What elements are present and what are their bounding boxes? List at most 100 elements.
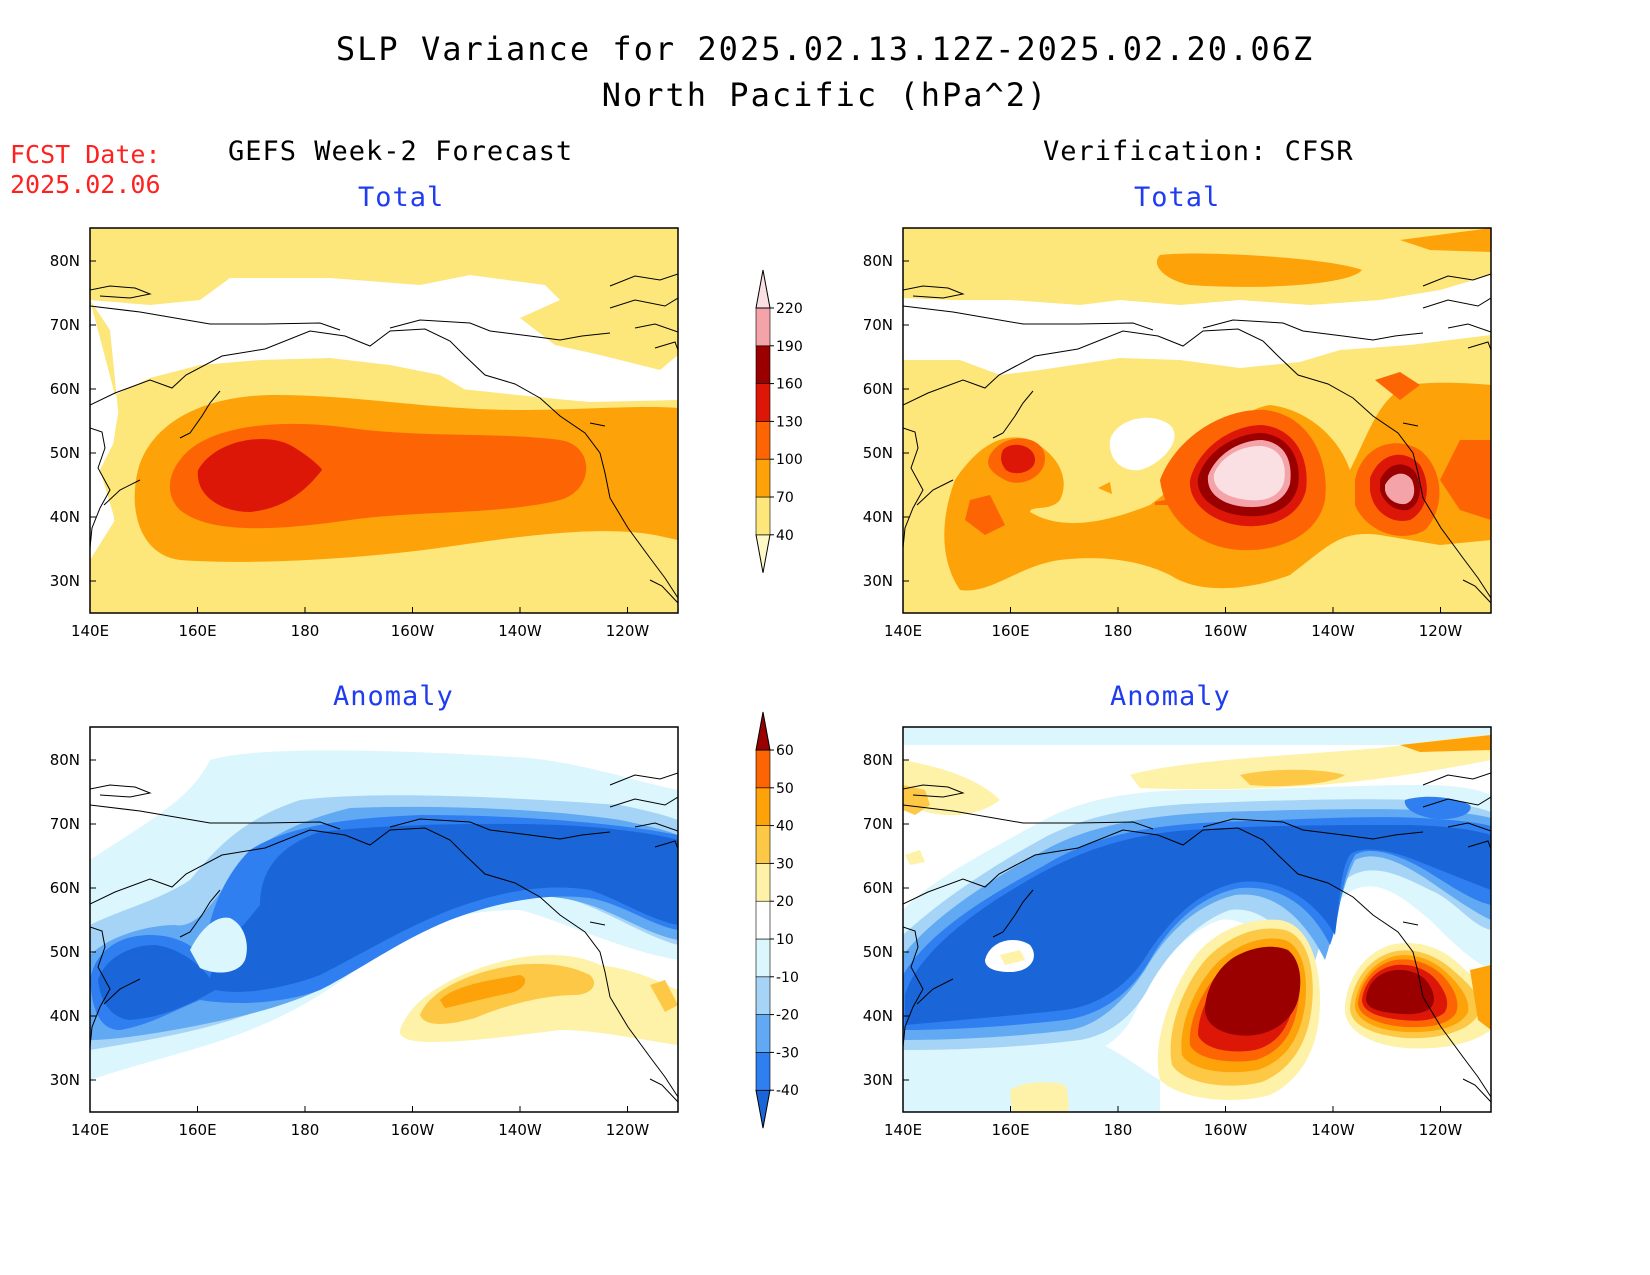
colorbar-label: 40: [776, 528, 794, 544]
cfsr-total-panel: [902, 227, 1492, 614]
y-tick-label: 40N: [863, 508, 893, 526]
y-tick-label: 50N: [863, 444, 893, 462]
gefs-anomaly-panel: [89, 726, 679, 1113]
colorbar-label: 60: [776, 743, 794, 759]
colorbar-label: 40: [776, 819, 794, 835]
colorbar-swatch: [755, 1052, 771, 1091]
colorbar-swatch: [755, 345, 771, 384]
x-tick-label: 160E: [991, 622, 1029, 640]
colorbar-swatch: [755, 496, 771, 536]
colorbar-label: -30: [776, 1045, 799, 1061]
axes-layer: 140E 160E 180 160W 140W 120W 30N 40N 50N 60N 70N 80…: [50, 252, 1463, 1139]
y-tick-label: 30N: [863, 572, 893, 590]
colorbar-label: -10: [776, 970, 799, 986]
x-tick-label: 140W: [1311, 622, 1355, 640]
cfsr-anomaly-panel: [902, 726, 1492, 1113]
y-tick-label: 30N: [50, 1071, 80, 1089]
colorbar-swatch: [755, 307, 771, 347]
x-tick-label: 160W: [391, 1121, 435, 1139]
colorbar-swatch: [755, 900, 771, 940]
colorbar-label: 20: [776, 894, 794, 910]
y-tick-label: 60N: [863, 380, 893, 398]
x-tick-label: 180: [1104, 1121, 1133, 1139]
colorbar-label: 220: [776, 301, 803, 317]
x-tick-label: 140W: [498, 1121, 542, 1139]
colorbar-label: 130: [776, 414, 803, 430]
panel-axes: 140E 160E 180 160W 140W 120W 30N 40N 50N 60N 70N 80…: [50, 252, 650, 640]
x-tick-label: 140E: [884, 1121, 922, 1139]
colorbar-swatch: [755, 383, 771, 422]
y-tick-label: 40N: [50, 1007, 80, 1025]
colorbar-swatch: [755, 421, 771, 460]
colorbar-total: 40 70 100 130 160 190 220: [755, 269, 803, 573]
colorbar-swatch: [755, 976, 771, 1015]
colorbar-min-arrow: [755, 534, 771, 573]
y-tick-label: 70N: [863, 316, 893, 334]
main-title: SLP Variance for 2025.02.13.12Z-2025.02.…: [335, 30, 1315, 68]
colorbar-swatch: [755, 787, 771, 826]
fcst-date-label: FCST Date:: [10, 140, 161, 169]
x-tick-label: 160W: [1204, 622, 1248, 640]
x-tick-label: 140E: [71, 1121, 109, 1139]
x-tick-label: 140W: [498, 622, 542, 640]
cfsr-anomaly-field: [903, 727, 1491, 1112]
y-tick-label: 80N: [50, 252, 80, 270]
y-tick-label: 40N: [863, 1007, 893, 1025]
colorbar-label: -20: [776, 1008, 799, 1024]
y-tick-label: 30N: [863, 1071, 893, 1089]
y-tick-label: 80N: [50, 751, 80, 769]
y-tick-label: 60N: [50, 879, 80, 897]
colorbar-max-arrow: [755, 711, 771, 751]
x-tick-label: 160W: [1204, 1121, 1248, 1139]
y-tick-label: 40N: [50, 508, 80, 526]
colorbar-swatch: [755, 863, 771, 902]
y-tick-label: 70N: [50, 815, 80, 833]
x-tick-label: 160E: [178, 622, 216, 640]
y-tick-label: 50N: [50, 943, 80, 961]
x-tick-label: 180: [291, 622, 320, 640]
cfsr-total-field: [903, 228, 1491, 613]
gefs-total-panel: [89, 227, 679, 614]
x-tick-label: 160E: [991, 1121, 1029, 1139]
x-tick-label: 120W: [606, 622, 650, 640]
colorbar-swatch: [755, 458, 771, 498]
colorbar-swatch: [755, 825, 771, 864]
colorbar-label: 190: [776, 339, 803, 355]
panel-title-gefs-anomaly: Anomaly: [333, 681, 454, 712]
column-title-gefs: GEFS Week-2 Forecast: [228, 136, 574, 167]
colorbar-swatch: [755, 1014, 771, 1053]
x-tick-label: 140E: [71, 622, 109, 640]
x-tick-label: 120W: [606, 1121, 650, 1139]
y-tick-label: 80N: [863, 751, 893, 769]
panel-title-cfsr-anomaly: Anomaly: [1110, 681, 1231, 712]
panel-axes: 140E 160E 180 160W 140W 120W 30N 40N 50N 60N 70N 80…: [863, 751, 1463, 1139]
colorbar-label: 70: [776, 490, 794, 506]
x-tick-label: 180: [291, 1121, 320, 1139]
y-tick-label: 30N: [50, 572, 80, 590]
panel-title-gefs-total: Total: [358, 182, 445, 213]
panel-title-cfsr-total: Total: [1134, 182, 1221, 213]
y-tick-label: 70N: [50, 316, 80, 334]
colorbar-label: 100: [776, 452, 803, 468]
fcst-date-value: 2025.02.06: [10, 170, 161, 199]
x-tick-label: 140W: [1311, 1121, 1355, 1139]
x-tick-label: 160E: [178, 1121, 216, 1139]
column-title-cfsr: Verification: CFSR: [1043, 136, 1354, 167]
y-tick-label: 70N: [863, 815, 893, 833]
colorbar-label: 160: [776, 377, 803, 393]
colorbar-label: -40: [776, 1083, 799, 1099]
colorbar-label: 10: [776, 932, 794, 948]
gefs-total-field: [90, 228, 678, 613]
y-tick-label: 50N: [50, 444, 80, 462]
y-tick-label: 50N: [863, 943, 893, 961]
colorbar-label: 50: [776, 781, 794, 797]
colorbar-swatch: [755, 938, 771, 978]
x-tick-label: 120W: [1419, 1121, 1463, 1139]
colorbar-swatch: [755, 749, 771, 789]
x-tick-label: 120W: [1419, 622, 1463, 640]
x-tick-label: 160W: [391, 622, 435, 640]
colorbar-anomaly: -40 -30 -20 -10 10 20 30 40 50 60: [755, 711, 799, 1129]
panel-axes: 140E 160E 180 160W 140W 120W 30N 40N 50N 60N 70N 80…: [863, 252, 1463, 640]
colorbar-max-arrow: [755, 269, 771, 309]
